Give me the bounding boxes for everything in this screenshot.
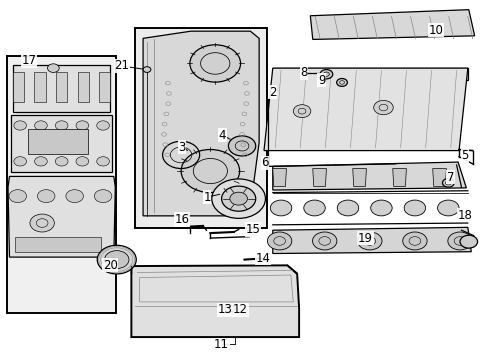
Text: 2: 2 xyxy=(268,86,276,99)
Text: 15: 15 xyxy=(245,223,260,236)
Circle shape xyxy=(181,149,239,193)
Bar xyxy=(6,56,116,313)
Polygon shape xyxy=(392,168,406,186)
Circle shape xyxy=(459,235,477,248)
Circle shape xyxy=(373,100,392,115)
Circle shape xyxy=(320,69,332,79)
Circle shape xyxy=(336,78,346,86)
Text: 7: 7 xyxy=(446,171,453,184)
Circle shape xyxy=(293,105,310,118)
Polygon shape xyxy=(264,68,467,150)
Circle shape xyxy=(97,245,136,274)
Bar xyxy=(13,72,24,102)
Circle shape xyxy=(66,190,83,203)
Polygon shape xyxy=(272,162,466,190)
Circle shape xyxy=(104,251,129,269)
Circle shape xyxy=(55,157,68,166)
Text: 19: 19 xyxy=(357,231,372,244)
Polygon shape xyxy=(13,64,110,112)
Circle shape xyxy=(224,305,234,312)
Text: 11: 11 xyxy=(214,338,228,351)
Text: 17: 17 xyxy=(21,54,37,67)
Circle shape xyxy=(221,186,255,211)
Text: 9: 9 xyxy=(317,74,325,87)
Circle shape xyxy=(442,179,453,187)
Circle shape xyxy=(447,232,471,250)
Circle shape xyxy=(14,121,26,130)
Bar xyxy=(78,72,89,102)
Circle shape xyxy=(370,200,391,216)
Circle shape xyxy=(143,67,151,72)
Circle shape xyxy=(38,190,55,203)
Polygon shape xyxy=(272,68,467,80)
Text: 3: 3 xyxy=(178,140,185,153)
Text: 21: 21 xyxy=(114,59,129,72)
Circle shape xyxy=(30,214,54,232)
Text: 8: 8 xyxy=(300,66,307,79)
Bar xyxy=(135,28,267,228)
Circle shape xyxy=(357,232,381,250)
Circle shape xyxy=(189,45,240,82)
Circle shape xyxy=(228,136,255,156)
Circle shape xyxy=(14,157,26,166)
Text: 12: 12 xyxy=(233,303,247,316)
Circle shape xyxy=(76,157,88,166)
Text: 13: 13 xyxy=(217,303,232,316)
Text: 14: 14 xyxy=(255,252,270,265)
Circle shape xyxy=(229,192,247,205)
Circle shape xyxy=(267,232,291,250)
Circle shape xyxy=(97,121,109,130)
Text: 5: 5 xyxy=(460,149,468,162)
Circle shape xyxy=(47,64,59,72)
Bar xyxy=(15,237,101,252)
Bar xyxy=(27,129,88,154)
Text: 10: 10 xyxy=(427,24,442,37)
Circle shape xyxy=(55,121,68,130)
Bar xyxy=(99,72,110,102)
Text: 6: 6 xyxy=(261,156,268,169)
Text: 20: 20 xyxy=(103,259,118,272)
Polygon shape xyxy=(272,227,470,253)
Polygon shape xyxy=(8,176,115,257)
Circle shape xyxy=(9,190,26,203)
Polygon shape xyxy=(310,10,474,40)
Polygon shape xyxy=(432,168,446,186)
Bar xyxy=(34,72,45,102)
Circle shape xyxy=(270,200,291,216)
Circle shape xyxy=(312,232,336,250)
Polygon shape xyxy=(352,168,366,186)
Circle shape xyxy=(437,200,458,216)
Text: 1: 1 xyxy=(203,191,210,204)
Polygon shape xyxy=(143,31,259,216)
Polygon shape xyxy=(312,168,326,186)
Circle shape xyxy=(94,190,112,203)
Circle shape xyxy=(211,179,265,219)
Bar xyxy=(56,72,67,102)
Circle shape xyxy=(337,200,358,216)
Circle shape xyxy=(35,121,47,130)
Text: 4: 4 xyxy=(218,129,226,142)
Text: 16: 16 xyxy=(174,213,189,226)
Circle shape xyxy=(35,157,47,166)
Polygon shape xyxy=(11,115,112,172)
Circle shape xyxy=(403,200,425,216)
Text: 18: 18 xyxy=(457,209,471,222)
Polygon shape xyxy=(131,265,299,337)
Circle shape xyxy=(303,200,325,216)
Circle shape xyxy=(76,121,88,130)
Circle shape xyxy=(402,232,426,250)
Polygon shape xyxy=(272,168,286,186)
Circle shape xyxy=(97,157,109,166)
